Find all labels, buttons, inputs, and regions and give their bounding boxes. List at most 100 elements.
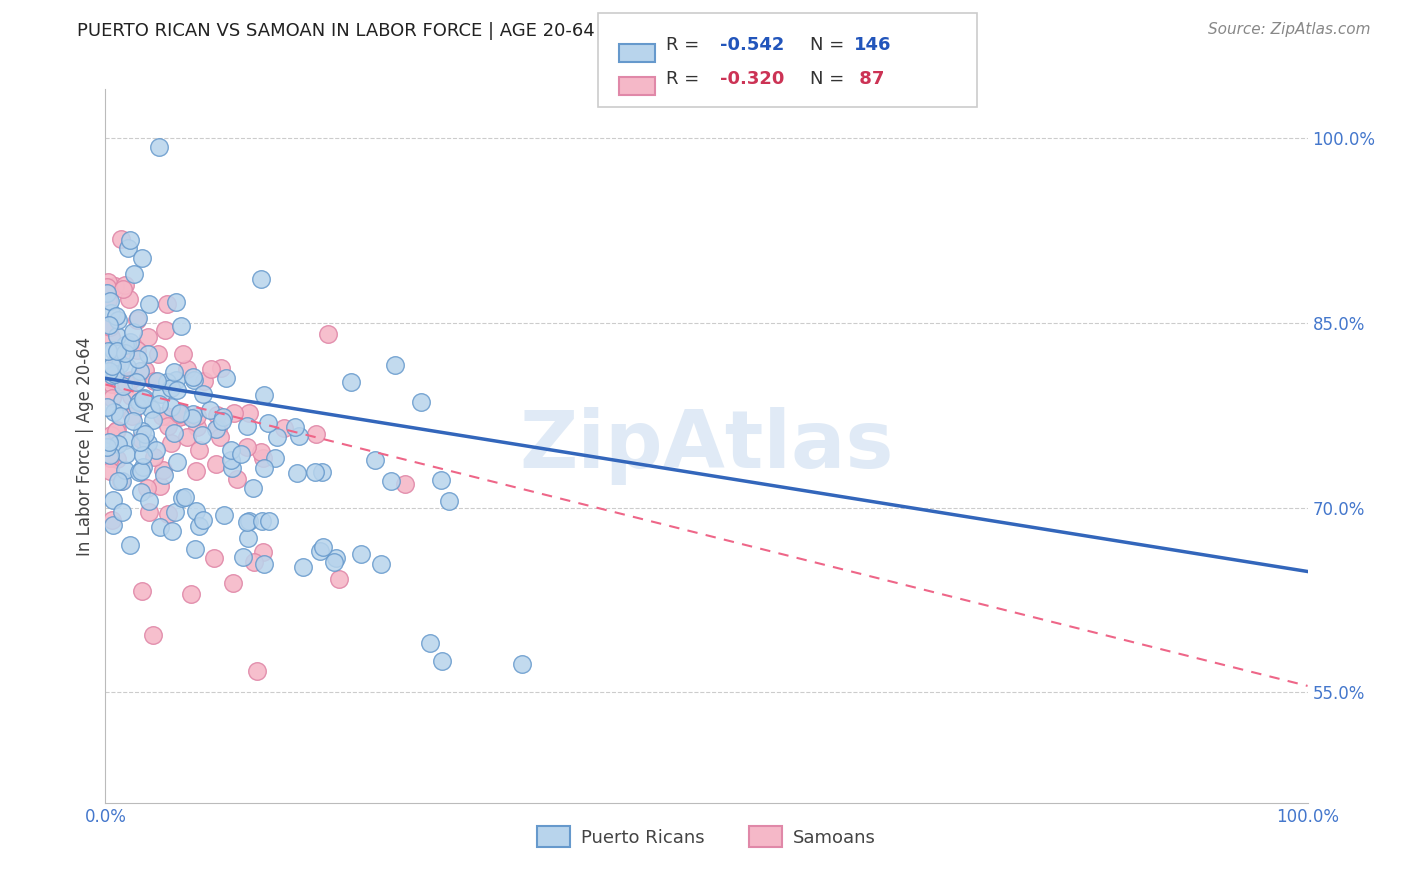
Point	[98, 320, 121, 334]
Point	[101, 368, 124, 383]
Text: R =: R =	[666, 36, 706, 54]
Point	[101, 493, 124, 508]
Point	[107, 313, 129, 327]
Point	[114, 345, 136, 359]
Point	[229, 447, 252, 461]
Point	[114, 433, 136, 447]
Point	[191, 387, 214, 401]
Point	[167, 410, 190, 425]
Point	[208, 430, 231, 444]
Point	[284, 420, 307, 434]
Point	[170, 319, 193, 334]
Point	[117, 241, 139, 255]
Point	[107, 372, 129, 386]
Point	[209, 361, 232, 376]
Point	[138, 505, 160, 519]
Point	[246, 664, 269, 678]
Point	[132, 459, 155, 474]
Point	[222, 575, 245, 590]
Point	[273, 421, 295, 435]
Point	[97, 293, 120, 307]
Point	[122, 267, 145, 281]
Point	[304, 466, 326, 480]
Point	[186, 409, 208, 424]
Point	[325, 551, 347, 566]
Point	[225, 472, 247, 486]
Point	[165, 295, 187, 310]
Point	[134, 363, 156, 377]
Point	[100, 359, 122, 374]
Point	[242, 555, 264, 569]
Point	[110, 474, 132, 488]
Point	[105, 344, 128, 359]
Point	[437, 494, 460, 508]
Point	[134, 427, 156, 442]
Point	[250, 271, 273, 285]
Point	[150, 409, 173, 424]
Point	[409, 395, 432, 409]
Point	[105, 423, 128, 437]
Point	[166, 384, 188, 398]
Point	[264, 450, 287, 465]
Point	[98, 451, 121, 466]
Point	[157, 418, 180, 433]
Point	[191, 513, 214, 527]
Text: PUERTO RICAN VS SAMOAN IN LABOR FORCE | AGE 20-64 CORRELATION CHART: PUERTO RICAN VS SAMOAN IN LABOR FORCE | …	[77, 22, 796, 40]
Point	[143, 450, 166, 465]
Point	[316, 327, 339, 342]
Point	[98, 293, 121, 308]
Point	[114, 338, 136, 352]
Point	[142, 374, 165, 388]
Point	[384, 358, 406, 372]
Point	[120, 233, 142, 247]
Point	[98, 317, 121, 331]
Point	[112, 282, 135, 296]
Point	[323, 555, 346, 569]
Point	[125, 343, 148, 357]
Point	[236, 516, 259, 530]
Point	[184, 542, 207, 557]
Point	[173, 490, 195, 504]
Point	[127, 351, 149, 366]
Point	[350, 547, 373, 561]
Point	[394, 477, 416, 491]
Point	[250, 514, 273, 528]
Point	[132, 392, 155, 406]
Point	[122, 414, 145, 428]
Point	[235, 440, 257, 454]
Point	[101, 518, 124, 533]
Point	[139, 402, 162, 417]
Point	[110, 381, 132, 395]
Point	[180, 587, 202, 601]
Point	[169, 406, 191, 420]
Point	[214, 370, 236, 384]
Point	[163, 505, 186, 519]
Point	[166, 455, 188, 469]
Point	[328, 572, 350, 586]
Point	[115, 337, 138, 351]
Point	[236, 419, 259, 434]
Point	[219, 452, 242, 467]
Point	[370, 558, 392, 572]
Point	[249, 445, 271, 459]
Point	[138, 494, 160, 508]
Point	[122, 325, 145, 339]
Point	[148, 346, 170, 360]
Point	[96, 440, 118, 454]
Point	[152, 463, 174, 477]
Point	[129, 364, 152, 378]
Point	[125, 375, 148, 389]
Point	[118, 292, 141, 306]
Point	[221, 461, 243, 475]
Point	[136, 330, 159, 344]
Point	[111, 505, 134, 519]
Point	[232, 550, 254, 565]
Point	[156, 375, 179, 389]
Point	[181, 370, 204, 384]
Point	[205, 422, 228, 436]
Point	[96, 285, 118, 300]
Point	[309, 544, 332, 558]
Point	[127, 313, 149, 327]
Point	[252, 545, 274, 559]
Text: N =: N =	[810, 70, 849, 88]
